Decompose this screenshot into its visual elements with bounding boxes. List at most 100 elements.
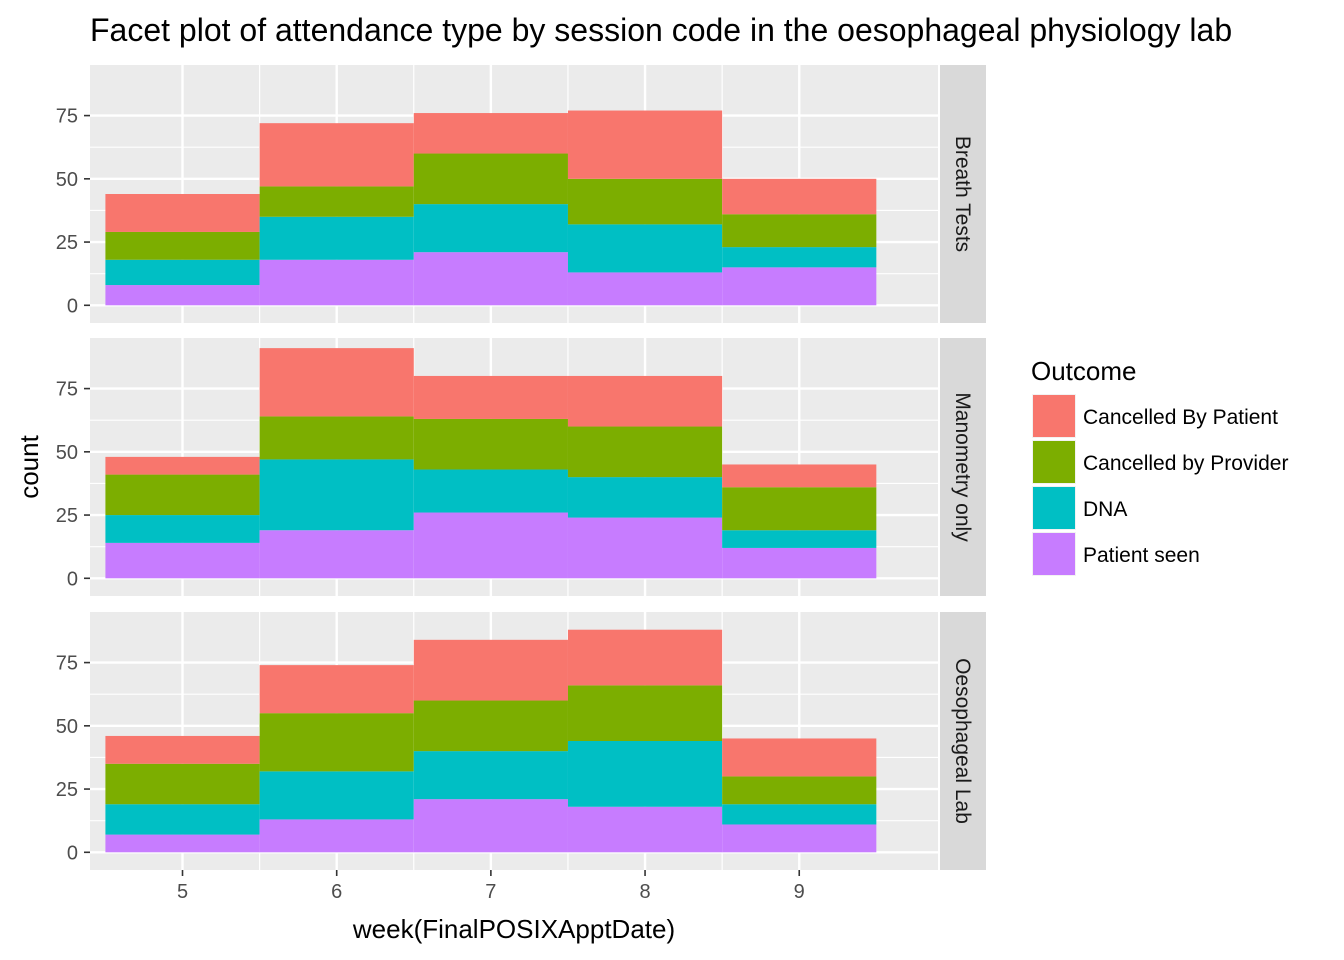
bar-dna-week-6	[259, 216, 414, 260]
bar-patient-seen-week-9	[722, 267, 877, 306]
bar-cancelled-by-provider-week-8	[567, 426, 723, 478]
bar-dna-week-7	[413, 751, 568, 800]
y-tick-label: 75	[56, 653, 78, 675]
bar-dna-week-5	[105, 259, 260, 286]
bar-patient-seen-week-7	[413, 512, 568, 579]
facet-panel-oesophageal-lab: 0 25 50 75 Oesophageal Lab	[56, 612, 986, 870]
legend-swatch-dna	[1033, 487, 1075, 529]
x-tick-label: 5	[177, 881, 188, 903]
x-tick-label: 8	[639, 881, 650, 903]
legend-swatch-patient-seen	[1033, 533, 1075, 575]
bar-cancelled-by-patient-week-9	[722, 178, 877, 215]
bar-cancelled-by-provider-week-5	[105, 763, 260, 805]
bar-cancelled-by-patient-week-8	[567, 375, 723, 427]
bar-dna-week-6	[259, 459, 414, 531]
bar-patient-seen-week-6	[259, 819, 414, 853]
bar-cancelled-by-patient-week-8	[567, 110, 723, 179]
bar-dna-week-7	[413, 469, 568, 513]
bar-dna-week-9	[722, 247, 877, 268]
bar-cancelled-by-provider-week-7	[413, 700, 568, 752]
legend-label-patient-seen: Patient seen	[1083, 544, 1200, 567]
x-axis-title: week(FinalPOSIXApptDate)	[352, 914, 675, 944]
x-tick-label: 9	[794, 881, 805, 903]
bar-dna-week-9	[722, 804, 877, 825]
legend-label-dna: DNA	[1083, 498, 1127, 521]
y-tick-label: 50	[56, 442, 78, 464]
y-tick-label: 50	[56, 716, 78, 738]
y-tick-label: 25	[56, 505, 78, 527]
bar-patient-seen-week-8	[567, 517, 723, 579]
bar-cancelled-by-provider-week-7	[413, 418, 568, 470]
bar-cancelled-by-provider-week-9	[722, 214, 877, 248]
facet-strip-label: Breath Tests	[951, 136, 974, 252]
bar-cancelled-by-provider-week-5	[105, 231, 260, 260]
facet-panel-breath-tests: 0 25 50 75 Breath Tests	[56, 65, 986, 323]
bar-cancelled-by-provider-week-5	[105, 474, 260, 516]
facet-panels: 0 25 50 75 Breath Tests 0 25 50 75 Manometry only…	[56, 65, 986, 870]
bar-cancelled-by-patient-week-6	[259, 665, 414, 714]
bar-cancelled-by-patient-week-5	[105, 456, 260, 475]
legend-label-cancelled-by-patient: Cancelled By Patient	[1083, 406, 1278, 429]
bar-patient-seen-week-9	[722, 824, 877, 853]
facet-panel-manometry-only: 0 25 50 75 Manometry only	[56, 338, 986, 596]
legend: Outcome Cancelled By Patient Cancelled by…	[1031, 356, 1288, 576]
y-tick-label: 0	[67, 568, 78, 590]
y-tick-label: 75	[56, 379, 78, 401]
bar-dna-week-7	[413, 204, 568, 253]
y-axis-title: count	[14, 434, 44, 498]
bar-patient-seen-week-5	[105, 834, 260, 853]
bar-patient-seen-week-8	[567, 806, 723, 853]
bar-dna-week-8	[567, 741, 723, 807]
bar-patient-seen-week-7	[413, 799, 568, 853]
bar-dna-week-5	[105, 515, 260, 543]
y-tick-label: 0	[67, 295, 78, 317]
y-tick-label: 0	[67, 842, 78, 864]
bar-cancelled-by-patient-week-7	[413, 639, 568, 701]
bar-dna-week-8	[567, 477, 723, 518]
y-tick-label: 75	[56, 106, 78, 128]
bar-cancelled-by-provider-week-6	[259, 186, 414, 217]
legend-label-cancelled-by-provider: Cancelled by Provider	[1083, 452, 1288, 475]
bar-dna-week-8	[567, 224, 723, 273]
bar-cancelled-by-provider-week-9	[722, 776, 877, 805]
y-tick-label: 25	[56, 779, 78, 801]
facet-strip	[940, 612, 986, 870]
bar-cancelled-by-provider-week-6	[259, 713, 414, 772]
facet-strip	[940, 65, 986, 323]
bar-patient-seen-week-6	[259, 530, 414, 579]
x-tick-label: 6	[331, 881, 342, 903]
bar-patient-seen-week-8	[567, 272, 723, 306]
bar-patient-seen-week-5	[105, 542, 260, 579]
bar-cancelled-by-provider-week-9	[722, 487, 877, 531]
bar-cancelled-by-patient-week-5	[105, 735, 260, 764]
facet-strip	[940, 338, 986, 596]
bar-cancelled-by-patient-week-6	[259, 123, 414, 187]
facet-strip-label: Oesophageal Lab	[951, 658, 974, 824]
chart-title: Facet plot of attendance type by session…	[90, 12, 1232, 48]
bar-cancelled-by-provider-week-8	[567, 178, 723, 225]
bar-cancelled-by-patient-week-7	[413, 113, 568, 154]
bar-cancelled-by-patient-week-9	[722, 738, 877, 777]
bar-cancelled-by-patient-week-7	[413, 375, 568, 419]
bar-cancelled-by-patient-week-5	[105, 194, 260, 232]
bar-cancelled-by-provider-week-8	[567, 685, 723, 741]
x-tick-label: 7	[485, 881, 496, 903]
bar-cancelled-by-provider-week-7	[413, 153, 568, 205]
y-tick-label: 50	[56, 169, 78, 191]
bar-cancelled-by-patient-week-9	[722, 464, 877, 488]
x-axis: 5 6 7 8 9	[177, 870, 805, 903]
legend-swatch-cancelled-by-patient	[1033, 395, 1075, 437]
bar-patient-seen-week-5	[105, 285, 260, 306]
legend-swatch-cancelled-by-provider	[1033, 441, 1075, 483]
bar-patient-seen-week-6	[259, 259, 414, 306]
facet-strip-label: Manometry only	[951, 392, 974, 542]
bar-cancelled-by-patient-week-6	[259, 348, 414, 417]
bar-cancelled-by-provider-week-6	[259, 416, 414, 460]
bar-cancelled-by-patient-week-8	[567, 629, 723, 686]
bar-patient-seen-week-7	[413, 252, 568, 306]
legend-title: Outcome	[1031, 356, 1137, 386]
bar-patient-seen-week-9	[722, 547, 877, 579]
bar-dna-week-6	[259, 771, 414, 820]
bar-dna-week-5	[105, 804, 260, 835]
